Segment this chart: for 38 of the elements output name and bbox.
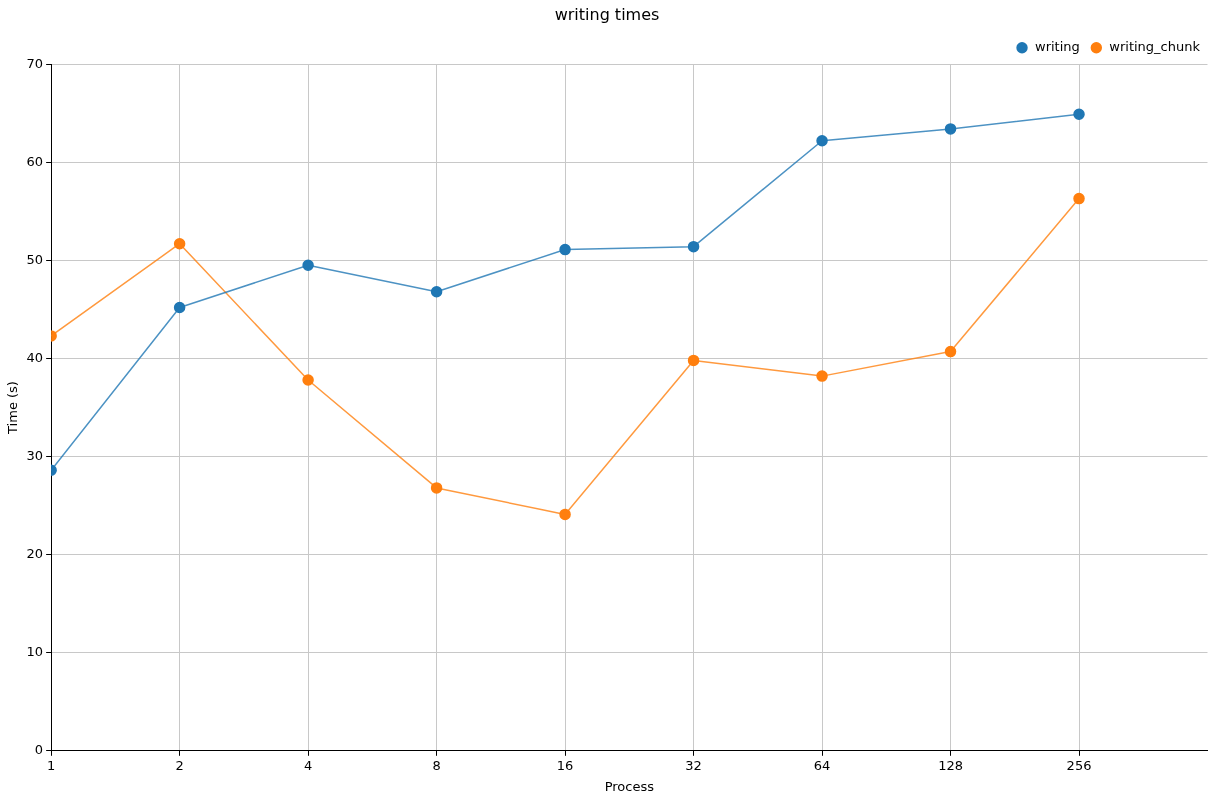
point (944, 123, 957, 135)
point (559, 508, 571, 521)
point (944, 345, 957, 358)
y-axis-title: Time (s) (5, 381, 21, 435)
point (816, 134, 828, 147)
point (687, 240, 700, 253)
point (302, 259, 314, 272)
point (173, 301, 186, 314)
y-tick-label: 50 (26, 251, 44, 267)
x-tick-label: 16 (556, 757, 574, 773)
y-tick-label: 30 (26, 447, 44, 463)
legend-label: writing (1035, 39, 1080, 55)
y-tick-label: 20 (26, 546, 44, 561)
point (1073, 192, 1085, 205)
x-tick-label: 256 (1066, 757, 1092, 773)
point (430, 286, 443, 298)
legend-label: writing_chunk (1109, 39, 1201, 55)
y-tick-label: 0 (34, 742, 44, 758)
x-tick-label: 2 (175, 757, 184, 773)
point (1073, 108, 1085, 120)
point (687, 354, 700, 367)
y-tick-label: 70 (26, 55, 44, 71)
point (816, 370, 828, 382)
y-tick-label: 40 (26, 349, 44, 365)
x-tick-label: 128 (938, 757, 963, 773)
point (173, 237, 186, 250)
x-tick-label: 64 (813, 757, 831, 773)
x-tick-label: 8 (432, 757, 441, 773)
x-tick-label: 1 (47, 757, 56, 773)
point (559, 243, 571, 256)
x-tick-label: 32 (685, 757, 702, 773)
point (430, 482, 443, 494)
y-tick-label: 60 (26, 153, 44, 169)
y-tick-label: 10 (26, 644, 44, 660)
point (302, 374, 314, 386)
x-tick-label: 4 (303, 757, 313, 773)
x-axis-title: Process (604, 778, 655, 794)
chart-title: writing times (554, 4, 660, 24)
